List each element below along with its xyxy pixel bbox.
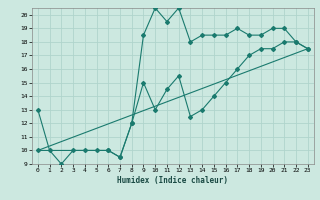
X-axis label: Humidex (Indice chaleur): Humidex (Indice chaleur) — [117, 176, 228, 185]
